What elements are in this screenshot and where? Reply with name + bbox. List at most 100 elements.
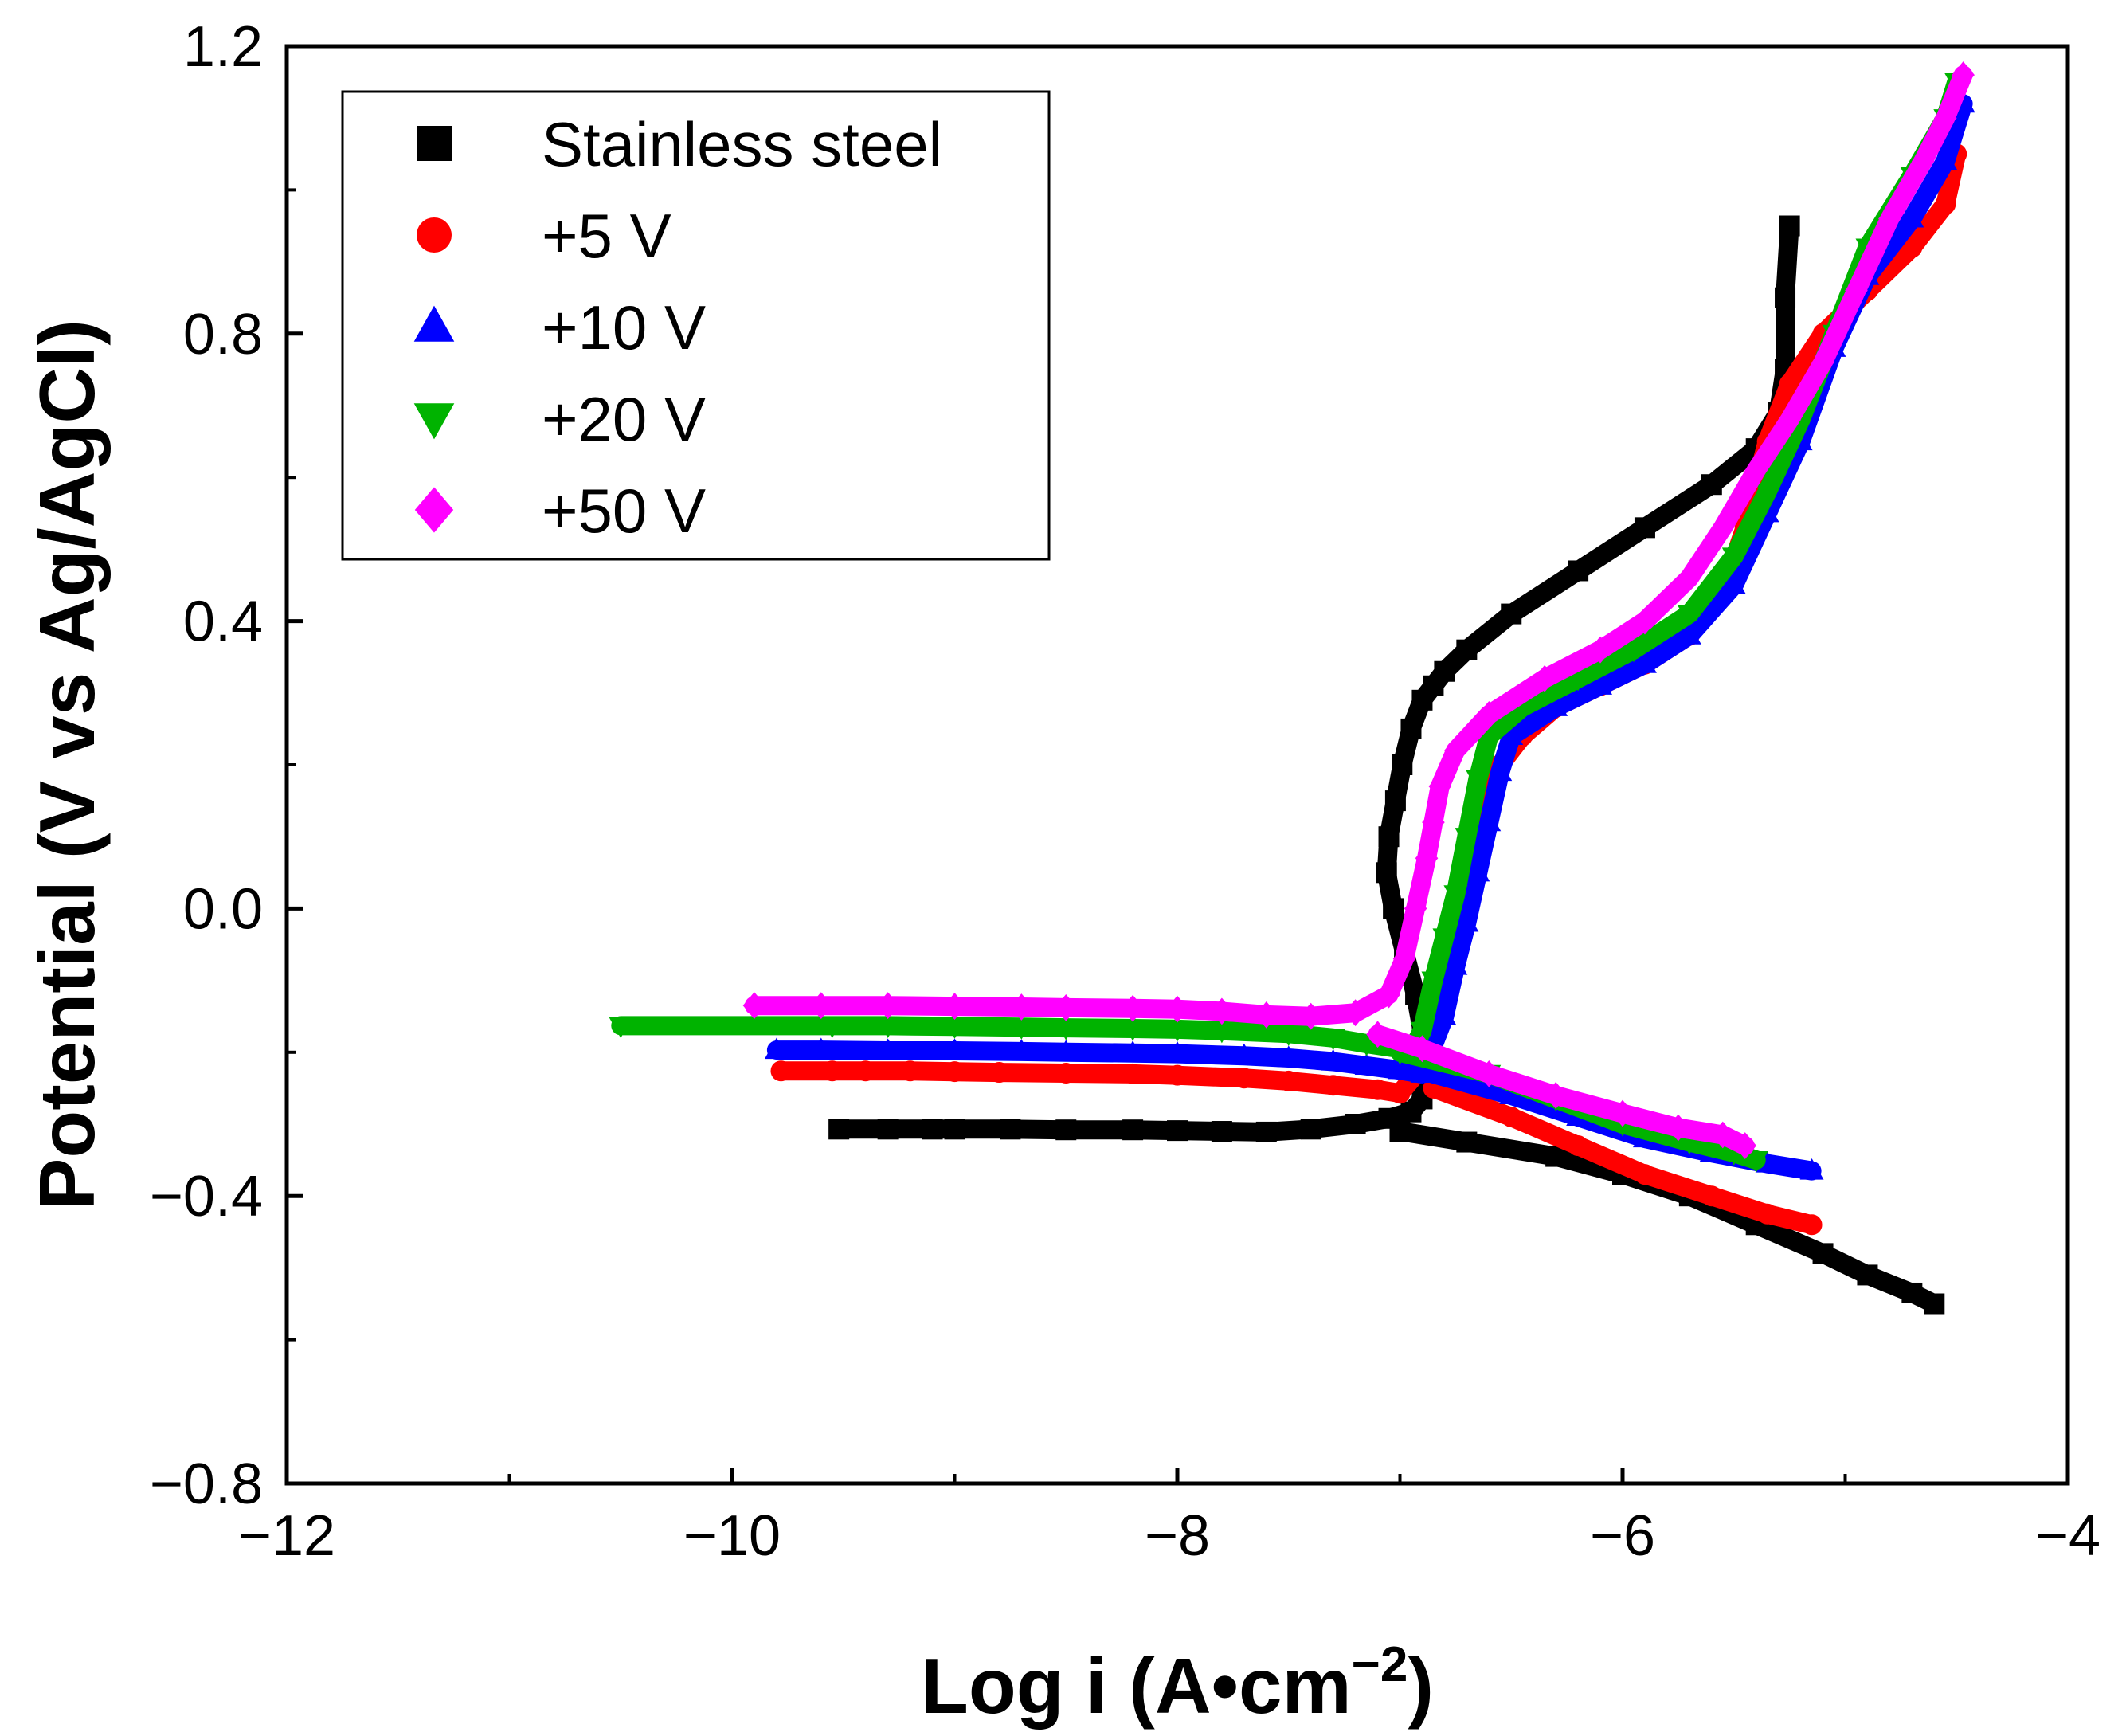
data-point-stainless-steel: [1634, 517, 1655, 539]
data-point-50-v: [1588, 636, 1612, 664]
data-point-50-v: [1952, 61, 1975, 88]
data-point-20-v: [1276, 1025, 1301, 1046]
data-point-stainless-steel: [1501, 603, 1522, 625]
y-tick-label: 0.4: [183, 590, 263, 654]
data-point-20-v: [1455, 828, 1479, 849]
data-point-50-v: [876, 992, 899, 1020]
data-point-50-v: [1054, 993, 1078, 1021]
data-point-20-v: [1622, 641, 1646, 663]
data-point-50-v: [1299, 1002, 1322, 1030]
data-point-stainless-steel: [1211, 1121, 1232, 1142]
data-point-20-v: [942, 1017, 967, 1039]
data-point-50-v: [1444, 737, 1467, 764]
data-point-10-v: [1466, 860, 1490, 882]
data-point-stainless-steel: [1255, 1121, 1277, 1142]
data-point-5-v-cathodic: [1701, 1185, 1722, 1207]
data-point-10-v: [1443, 953, 1468, 975]
y-tick-label: 0.8: [183, 303, 263, 366]
x-axis-title: Log i (A•cm−2): [921, 1637, 1434, 1730]
legend: Stainless steel +5 V +10 V +20 V +50 V: [341, 90, 1051, 561]
legend-label: +5 V: [542, 201, 671, 271]
data-point-10-v: [875, 1038, 900, 1060]
data-point-10-v: [1499, 723, 1524, 745]
data-point-50-v-cathodic: [1544, 1082, 1568, 1109]
data-point-20-v: [1421, 971, 1446, 993]
data-point-stainless-steel: [1122, 1119, 1144, 1141]
data-point-50-v-cathodic: [1711, 1121, 1735, 1149]
data-point-5-v: [944, 1061, 965, 1083]
data-point-20-v: [1410, 1021, 1435, 1044]
data-point-10-v-cathodic: [1799, 1158, 1824, 1180]
data-point-10-v: [1165, 1041, 1189, 1063]
data-point-stainless-steel: [1568, 560, 1589, 582]
data-point-50-v: [1165, 995, 1189, 1023]
legend-marker-4: [414, 487, 454, 533]
data-point-20-v: [1054, 1019, 1079, 1040]
data-point-50-v: [1404, 895, 1427, 923]
data-point-50-v-cathodic: [1733, 1132, 1757, 1159]
data-point-stainless-steel: [1701, 474, 1722, 496]
data-point-50-v: [1121, 994, 1145, 1022]
data-point-50-v: [1255, 1001, 1278, 1029]
data-point-10-v: [1488, 759, 1513, 782]
x-tick-label: −6: [1590, 1504, 1655, 1568]
data-point-5-v-cathodic: [1634, 1164, 1655, 1185]
data-point-stainless-steel: [1434, 660, 1455, 682]
data-point-20-v: [1677, 605, 1701, 627]
data-point-stainless-steel: [1378, 826, 1400, 848]
data-point-5-v: [989, 1062, 1010, 1084]
data-point-10-v: [1354, 1053, 1379, 1075]
data-point-5-v-cathodic: [1568, 1135, 1589, 1157]
data-point-5-v: [1779, 373, 1800, 394]
data-point-5-v: [1935, 194, 1956, 215]
data-point-stainless-steel: [1167, 1120, 1188, 1142]
legend-marker-0: [417, 126, 452, 161]
data-point-5-v: [899, 1060, 921, 1082]
data-point-20-v-cathodic: [1744, 1151, 1768, 1173]
data-point-10-v-cathodic: [1499, 1083, 1524, 1104]
data-point-10-v: [1544, 695, 1568, 716]
data-point-50-v-cathodic: [1366, 1021, 1389, 1048]
data-point-5-v-cathodic: [1501, 1106, 1522, 1127]
data-point-10-v: [1588, 673, 1612, 695]
x-tick-label: −8: [1145, 1504, 1210, 1568]
data-point-10-v: [1276, 1045, 1301, 1068]
data-point-50-v: [1878, 205, 1901, 233]
data-point-50-v: [1778, 406, 1801, 433]
data-point-50-v: [1678, 564, 1701, 592]
data-point-10-v: [1009, 1039, 1034, 1060]
y-tick-label: 0.0: [183, 877, 263, 941]
data-point-10-v: [1432, 1004, 1457, 1025]
data-point-stainless-steel: [1779, 215, 1800, 237]
data-point-20-v: [820, 1017, 844, 1039]
data-point-stainless-steel: [828, 1119, 850, 1140]
data-point-stainless-steel-cathodic: [1857, 1264, 1878, 1286]
data-point-10-v: [942, 1038, 967, 1060]
data-point-5-v: [1322, 1075, 1344, 1096]
data-point-20-v: [1121, 1019, 1145, 1041]
data-point-50-v: [1428, 773, 1452, 800]
data-point-20-v: [1432, 928, 1457, 950]
data-point-20-v: [1209, 1021, 1234, 1044]
data-point-50-v: [1344, 999, 1367, 1027]
data-point-50-v: [742, 992, 766, 1020]
data-point-20-v: [1466, 770, 1490, 792]
data-point-50-v: [809, 992, 833, 1020]
x-axis-label-superscript: −2: [1352, 1637, 1408, 1692]
data-point-10-v: [1455, 910, 1479, 932]
x-axis-label-close: ): [1408, 1642, 1434, 1730]
data-point-20-v: [1721, 547, 1746, 570]
series-5-v-cathodic: [1423, 1077, 1823, 1236]
data-point-5-v: [1389, 1083, 1411, 1104]
data-point-5-v: [1367, 1079, 1388, 1100]
data-point-50-v: [1377, 981, 1400, 1009]
data-point-20-v: [1165, 1020, 1189, 1042]
legend-label: +20 V: [542, 384, 706, 454]
data-point-5-v-cathodic: [1801, 1214, 1823, 1236]
data-point-10-v: [1933, 148, 1958, 170]
data-point-10-v: [809, 1037, 833, 1060]
data-point-stainless-steel: [1400, 718, 1422, 739]
data-point-10-v: [1721, 572, 1746, 594]
data-point-stainless-steel-cathodic: [1812, 1243, 1834, 1264]
data-point-50-v: [1912, 147, 1935, 175]
